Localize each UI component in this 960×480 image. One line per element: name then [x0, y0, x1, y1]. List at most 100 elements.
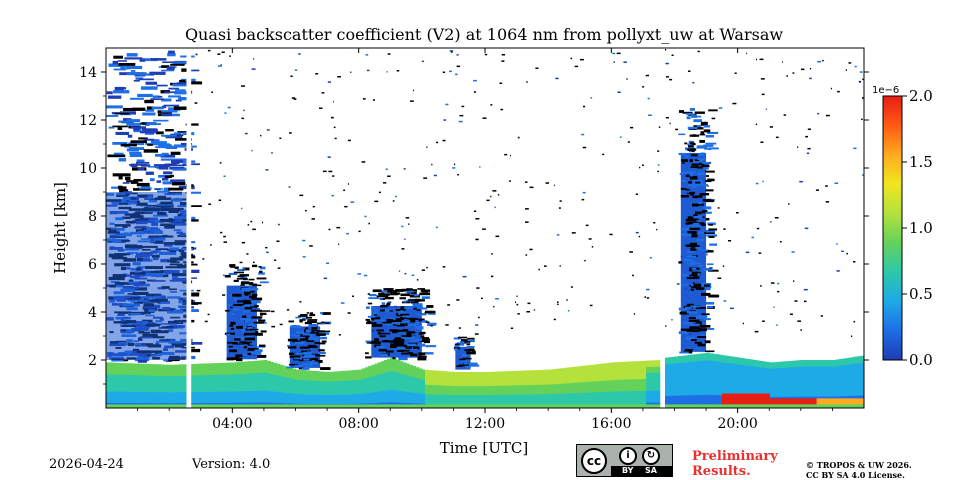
plume-streak — [461, 360, 468, 364]
boundary-layer-cell — [238, 367, 243, 375]
boundary-layer-cell — [785, 384, 789, 392]
boundary-layer-cell — [699, 394, 704, 402]
boundary-layer-cell — [535, 384, 540, 390]
boundary-layer-cell — [469, 390, 473, 396]
plume-streak — [289, 352, 297, 355]
plume-streak — [414, 326, 424, 330]
plume-streak — [390, 343, 394, 346]
noise-pixel — [374, 200, 379, 203]
boundary-layer-cell — [415, 387, 420, 394]
noise-pixel — [732, 102, 737, 105]
plume-streak — [700, 334, 704, 337]
aerosol-streak — [150, 139, 160, 143]
boundary-layer-cell — [693, 354, 698, 362]
boundary-layer-cell — [377, 368, 382, 375]
noise-pixel — [194, 102, 198, 104]
boundary-layer-cell — [576, 392, 581, 399]
boundary-layer-cell — [216, 385, 221, 392]
boundary-layer-cell — [106, 379, 110, 386]
plume-streak — [705, 350, 715, 353]
plume-streak — [687, 216, 693, 220]
boundary-layer-cell — [241, 396, 246, 403]
boundary-layer-cell — [702, 360, 707, 368]
boundary-layer-cell — [380, 384, 385, 391]
boundary-layer-cell — [352, 398, 357, 404]
noise-pixel — [210, 244, 212, 246]
plume-streak — [423, 338, 431, 341]
aerosol-streak — [113, 152, 124, 155]
boundary-layer-cell — [226, 362, 230, 369]
noise-pixel — [386, 71, 388, 73]
noise-pixel — [774, 217, 779, 219]
boundary-layer-cell — [270, 361, 274, 369]
noise-pixel — [760, 78, 765, 80]
noise-pixel — [433, 174, 437, 177]
boundary-layer-cell — [671, 382, 676, 390]
boundary-layer-cell — [699, 374, 704, 382]
boundary-layer-cell — [750, 377, 755, 385]
aerosol-streak — [168, 187, 184, 191]
aerosol-streak — [169, 174, 174, 178]
boundary-layer-cell — [567, 382, 571, 389]
boundary-layer-cell — [554, 368, 559, 375]
plume-streak — [689, 227, 700, 231]
noise-pixel — [368, 222, 370, 225]
noise-pixel — [331, 116, 334, 119]
boundary-layer-cell — [248, 384, 252, 391]
noise-pixel — [241, 85, 245, 87]
boundary-layer-cell — [216, 391, 221, 398]
boundary-layer-cell — [592, 380, 597, 387]
plume-streak — [318, 342, 326, 345]
plume-streak — [395, 319, 402, 322]
plume-streak — [251, 351, 262, 355]
boundary-layer-cell — [339, 380, 344, 386]
boundary-layer-cell — [409, 386, 413, 393]
noise-pixel — [425, 321, 430, 323]
aerosol-streak — [147, 143, 160, 146]
boundary-layer-cell — [516, 389, 521, 395]
boundary-layer-cell — [595, 375, 600, 382]
surface-layer-cell — [851, 398, 856, 407]
boundary-layer-cell — [456, 381, 461, 387]
boundary-layer-cell — [305, 375, 309, 381]
noise-pixel — [207, 313, 210, 316]
plume-streak — [387, 290, 397, 293]
boundary-layer-cell — [491, 371, 496, 377]
aerosol-streak — [122, 182, 130, 184]
boundary-layer-cell — [627, 367, 631, 374]
plume-streak — [305, 336, 309, 340]
aerosol-streak — [162, 181, 174, 185]
aerosol-streak — [166, 66, 175, 70]
boundary-layer-cell — [750, 359, 755, 367]
plume-streak — [407, 352, 414, 355]
boundary-layer-cell — [238, 385, 243, 392]
aerosol-streak — [152, 95, 160, 99]
boundary-layer-cell — [472, 376, 477, 382]
boundary-layer-cell — [466, 372, 470, 378]
boundary-layer-cell — [794, 378, 799, 385]
plume-streak — [305, 316, 312, 319]
boundary-layer-cell — [649, 396, 653, 403]
boundary-layer-cell — [462, 390, 467, 396]
boundary-layer-cell — [263, 360, 268, 367]
boundary-layer-cell — [687, 388, 691, 396]
boundary-layer-cell — [611, 379, 616, 386]
y-tick-label: 4 — [88, 305, 97, 321]
plume-streak — [687, 148, 694, 151]
noise-pixel — [326, 262, 329, 264]
plume-streak — [287, 345, 292, 347]
boundary-layer-cell — [453, 390, 458, 396]
boundary-layer-cell — [263, 378, 268, 385]
boundary-layer-cell — [200, 369, 205, 376]
plume-streak — [705, 218, 710, 221]
boundary-layer-cell — [860, 362, 864, 370]
plume-streak — [704, 340, 711, 344]
noise-pixel — [617, 91, 621, 93]
noise-pixel — [291, 97, 296, 99]
plume-streak — [309, 363, 313, 367]
noise-pixel — [357, 273, 361, 275]
boundary-layer-cell — [510, 371, 515, 377]
boundary-layer-cell — [153, 364, 158, 371]
aerosol-streak — [151, 123, 161, 125]
boundary-layer-cell — [443, 398, 448, 404]
